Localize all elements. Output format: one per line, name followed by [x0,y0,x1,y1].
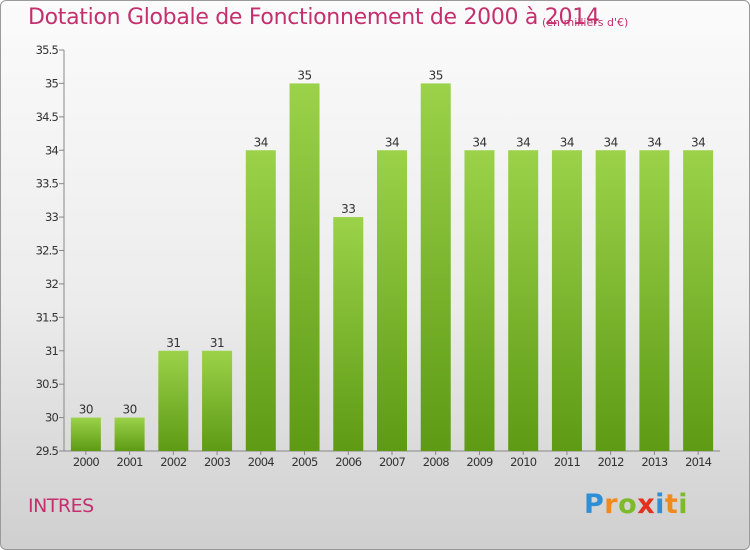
bar-2003 [202,350,233,451]
data-label-2004: 34 [254,135,268,149]
data-label-2005: 35 [297,68,311,82]
x-tick-label-2014: 2014 [685,455,712,469]
bar-2000 [70,417,101,451]
y-tick-label: 34 [45,143,59,157]
x-tick-label-2011: 2011 [554,455,581,469]
chart-axes: 29.5 30 30.5 31 31.5 32 32.5 33 33.5 34 34.5 35 35.5 [36,43,720,458]
data-label-2006: 33 [341,202,355,216]
data-label-2014: 34 [691,135,705,149]
data-label-2003: 31 [210,336,224,350]
bar-2001 [114,417,145,451]
logo-letter: i [678,489,689,520]
data-label-2009: 34 [472,135,486,149]
y-tick-label: 31.5 [36,310,59,324]
x-tick-label-2007: 2007 [379,455,406,469]
chart-unit: (en milliers d'€) [542,16,629,29]
bar-2006 [333,217,364,451]
x-tick-label-2000: 2000 [73,455,100,469]
bar-2009 [464,150,495,451]
bar-2007 [377,150,407,451]
x-tick-label-2013: 2013 [641,455,668,469]
y-tick-label: 33.5 [36,177,59,191]
x-tick-label-2006: 2006 [335,455,362,469]
data-label-2010: 34 [516,135,530,149]
data-label-2013: 34 [647,135,661,149]
bar-2010 [508,150,539,451]
bar-2008 [420,83,451,452]
chart-bars [70,83,714,452]
y-tick-label: 35.5 [36,43,59,57]
x-tick-label-2001: 2001 [117,455,144,469]
y-tick-label: 30 [45,411,59,425]
x-tick-label-2010: 2010 [510,455,537,469]
logo-letter: t [664,489,679,520]
y-tick-label: 30.5 [36,377,59,391]
chart-title: Dotation Globale de Fonctionnement de 20… [28,5,600,30]
bar-2014 [683,150,714,451]
logo-letter: i [655,489,665,520]
proxiti-logo: Proxiti [584,489,688,520]
bar-2012 [595,150,626,451]
y-tick-label: 35 [45,76,59,90]
data-label-2007: 34 [385,135,399,149]
bar-2013 [639,150,670,451]
y-tick-label: 31 [45,344,59,358]
commune-name: INTRES [28,495,94,517]
y-tick-label: 29.5 [36,444,59,458]
y-tick-label: 32.5 [36,244,59,258]
y-tick-label: 34.5 [36,110,59,124]
data-label-2011: 34 [560,135,574,149]
x-tick-label-2003: 2003 [204,455,231,469]
x-tick-label-2012: 2012 [598,455,625,469]
data-label-2001: 30 [122,403,136,417]
bar-2011 [551,150,582,451]
logo-letter: P [584,489,605,520]
y-tick-label: 33 [45,210,59,224]
x-tick-label-2009: 2009 [466,455,493,469]
x-tick-label-2008: 2008 [423,455,450,469]
x-tick-label-2005: 2005 [291,455,318,469]
y-tick-label: 32 [45,277,59,291]
logo-letter: o [618,489,638,520]
bar-2005 [289,83,320,452]
x-tick-label-2002: 2002 [160,455,187,469]
logo-letter: x [637,489,656,520]
logo-letter: r [604,489,619,520]
x-tick-label-2004: 2004 [248,455,275,469]
data-label-2002: 31 [166,336,180,350]
data-label-2012: 34 [604,135,618,149]
chart-labels: 30 2000 30 2001 31 2002 31 2003 34 2004 35 2005 33 20… [73,68,713,469]
data-label-2008: 35 [429,68,443,82]
data-label-2000: 30 [79,403,93,417]
bar-2002 [158,350,189,451]
bar-2004 [245,150,276,451]
